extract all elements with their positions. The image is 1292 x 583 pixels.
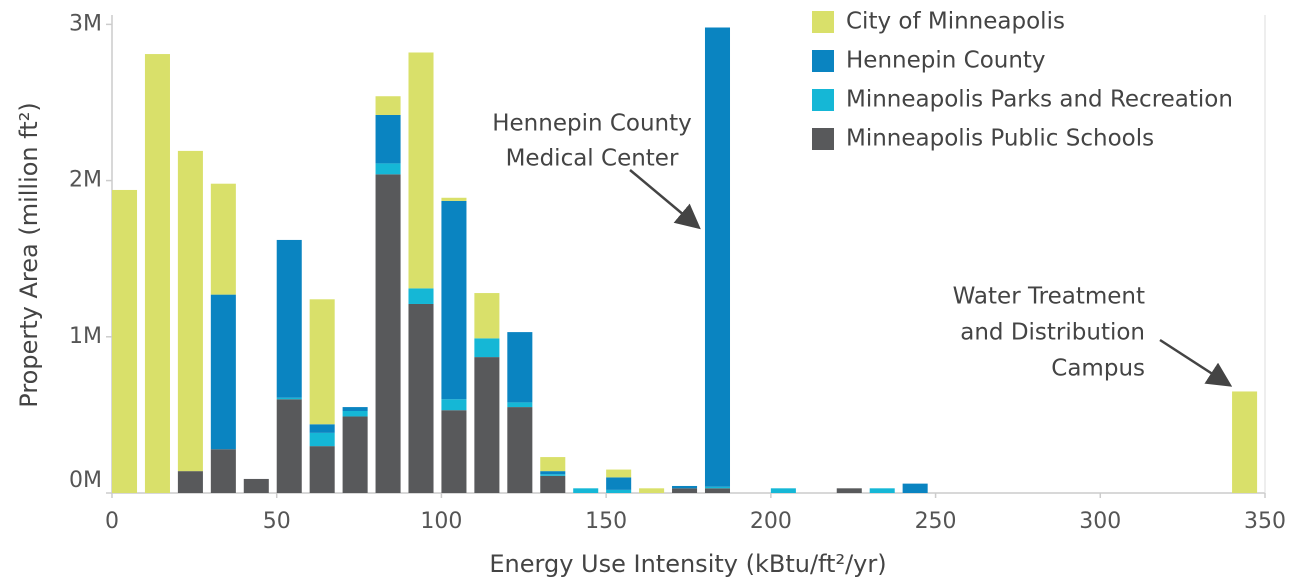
bar-segment [704, 488, 731, 493]
bar-segment [474, 293, 500, 339]
bar-segment [474, 357, 500, 493]
bar-segment [309, 299, 335, 425]
bar-segment [770, 488, 796, 493]
bar-segment [408, 288, 434, 304]
bar-segment [210, 183, 236, 295]
annotation: and Distribution [960, 320, 1145, 346]
bar-segment [309, 446, 335, 493]
bar-segment [342, 410, 368, 417]
bar-segment [672, 488, 698, 493]
bar-segment [441, 200, 467, 400]
annotation: Water Treatment [953, 284, 1145, 310]
legend-label: City of Minneapolis [846, 9, 1065, 35]
y-tick-label: 3M [69, 11, 102, 36]
bar-segment [507, 402, 533, 408]
bar-segment [441, 399, 467, 411]
annotation-arrow [1159, 338, 1233, 387]
bar-segment [507, 407, 533, 493]
x-tick-label: 50 [263, 509, 291, 534]
x-tick-label: 200 [750, 509, 792, 534]
bar-segment [112, 189, 138, 493]
annotation: Medical Center [506, 146, 679, 172]
annotation: Campus [1051, 356, 1145, 382]
bar-segment [309, 432, 335, 447]
bar-segment [375, 163, 401, 175]
legend-label: Minneapolis Public Schools [846, 126, 1154, 152]
y-tick-label: 0M [69, 468, 102, 493]
annotation-arrow [629, 169, 701, 230]
legend-swatch [812, 89, 834, 111]
y-tick-label: 2M [69, 168, 102, 193]
y-tick-label: 1M [69, 324, 102, 349]
bar-segment [342, 407, 368, 411]
bar-segment [441, 410, 467, 493]
bar-segment [177, 471, 203, 493]
x-tick-label: 100 [420, 509, 462, 534]
legend-label: Hennepin County [846, 48, 1046, 74]
bar-segment [210, 449, 236, 493]
bar-segment [309, 424, 335, 433]
bar-segment [375, 174, 401, 494]
bar-segment [408, 303, 434, 493]
x-tick-label: 0 [105, 509, 119, 534]
legend-swatch [812, 11, 834, 33]
bar-segment [276, 397, 302, 400]
bar-segment [540, 471, 566, 475]
annotation: Hennepin County [492, 111, 692, 137]
y-axis-title: Property Area (million ft²) [15, 102, 43, 407]
bar-segment [573, 488, 599, 493]
bar-segment [704, 486, 731, 489]
x-tick-label: 350 [1244, 509, 1286, 534]
bar-segment [375, 96, 401, 115]
x-tick-label: 250 [915, 509, 957, 534]
bar-segment [869, 488, 895, 493]
bar-segment [836, 488, 862, 493]
bar-segment [540, 475, 566, 493]
bar-segment [902, 483, 928, 493]
bar-segment [408, 52, 434, 289]
bar-segment [243, 478, 269, 493]
bar-segment [606, 477, 632, 490]
legend-swatch [812, 128, 834, 150]
x-axis-title: Energy Use Intensity (kBtu/ft²/yr) [489, 550, 886, 578]
x-tick-label: 150 [585, 509, 627, 534]
bar-segment [606, 489, 632, 493]
legend-label: Minneapolis Parks and Recreation [846, 87, 1233, 113]
bar-segment [704, 27, 731, 487]
bar-segment [276, 239, 302, 398]
bar-segment [210, 294, 236, 450]
bar-segment [639, 488, 665, 493]
bar-segment [342, 416, 368, 493]
bar-segment [375, 114, 401, 164]
bar-segment [606, 469, 632, 478]
bar-segment [144, 54, 170, 494]
legend-swatch [812, 50, 834, 72]
bar-segment [441, 197, 467, 201]
bar-segment [540, 457, 566, 472]
bar-segment [177, 150, 203, 472]
bar-segment [276, 399, 302, 493]
bar-segment [474, 338, 500, 358]
bar-segment [1232, 391, 1258, 493]
x-tick-label: 300 [1079, 509, 1121, 534]
bar-segment [672, 485, 698, 489]
bar-segment [540, 474, 566, 476]
bar-segment [507, 332, 533, 403]
